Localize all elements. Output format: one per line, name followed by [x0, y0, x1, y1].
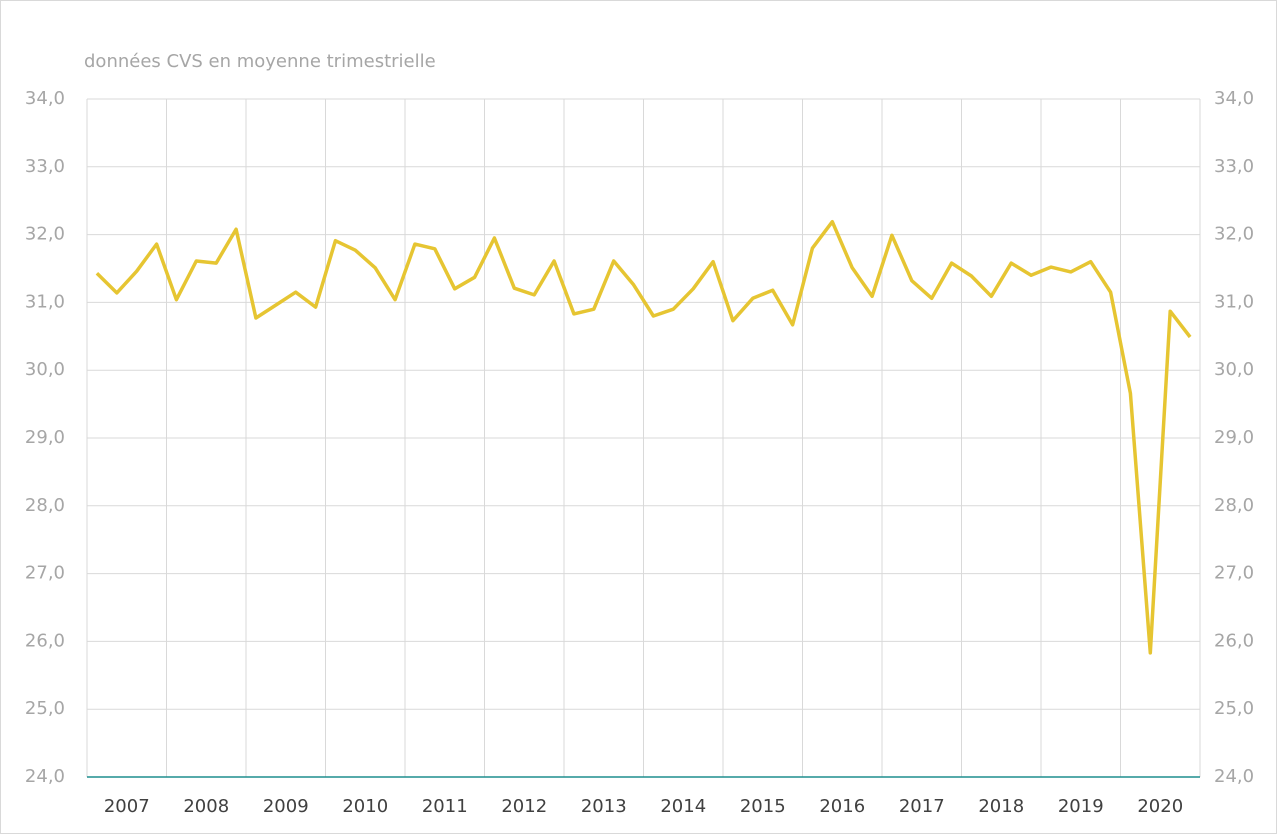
y-tick-label: 33,0	[25, 156, 65, 177]
x-tick-label: 2018	[978, 796, 1024, 817]
x-tick-label: 2008	[183, 796, 229, 817]
x-tick-label: 2019	[1058, 796, 1104, 817]
y-tick-label: 34,0	[25, 88, 65, 109]
y2-tick-label: 24,0	[1214, 766, 1254, 787]
y-tick-label: 25,0	[25, 698, 65, 719]
y-tick-label: 27,0	[25, 563, 65, 584]
x-tick-label: 2020	[1137, 796, 1183, 817]
y-tick-label: 31,0	[25, 291, 65, 312]
y2-tick-label: 29,0	[1214, 427, 1254, 448]
y-tick-label: 28,0	[25, 495, 65, 516]
data-line	[95, 219, 1192, 655]
y-tick-label: 26,0	[25, 630, 65, 651]
x-tick-label: 2010	[342, 796, 388, 817]
y2-tick-label: 27,0	[1214, 563, 1254, 584]
x-tick-label: 2011	[422, 796, 468, 817]
x-tick-label: 2016	[819, 796, 865, 817]
y2-tick-label: 31,0	[1214, 291, 1254, 312]
y2-tick-label: 26,0	[1214, 630, 1254, 651]
y2-tick-label: 25,0	[1214, 698, 1254, 719]
y-tick-label: 29,0	[25, 427, 65, 448]
x-tick-label: 2015	[740, 796, 786, 817]
y2-tick-label: 30,0	[1214, 359, 1254, 380]
y2-tick-label: 28,0	[1214, 495, 1254, 516]
y2-tick-label: 32,0	[1214, 224, 1254, 245]
y-tick-label: 32,0	[25, 224, 65, 245]
y-tick-label: 24,0	[25, 766, 65, 787]
x-tick-label: 2012	[501, 796, 547, 817]
x-tick-label: 2007	[104, 796, 150, 817]
x-tick-label: 2014	[660, 796, 706, 817]
chart-subtitle: données CVS en moyenne trimestrielle	[84, 51, 436, 72]
y2-tick-label: 34,0	[1214, 88, 1254, 109]
y2-tick-label: 33,0	[1214, 156, 1254, 177]
x-tick-label: 2009	[263, 796, 309, 817]
y-tick-label: 30,0	[25, 359, 65, 380]
x-tick-label: 2017	[899, 796, 945, 817]
x-tick-label: 2013	[581, 796, 627, 817]
